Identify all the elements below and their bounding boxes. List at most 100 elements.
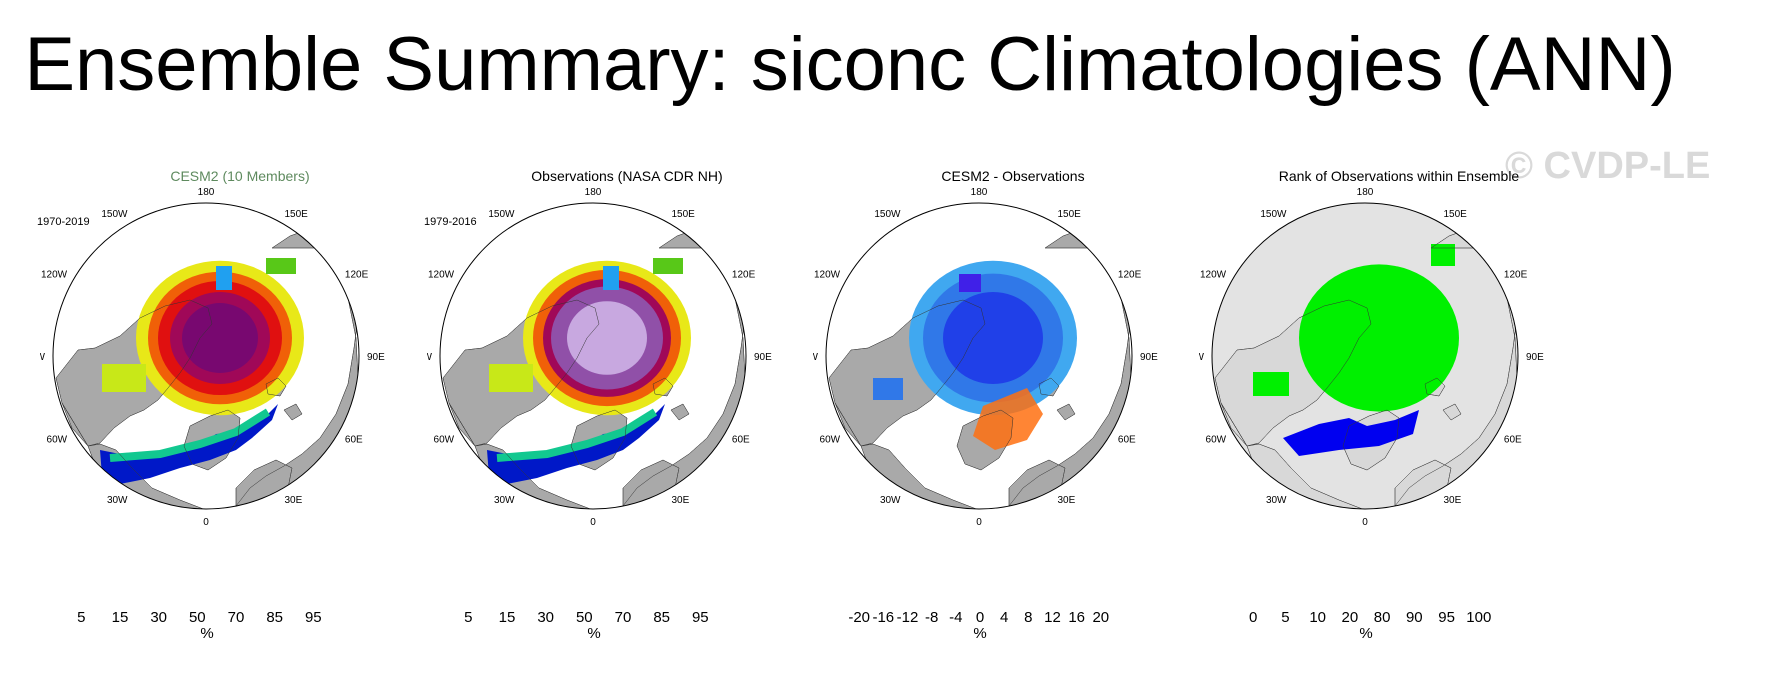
lon-label: 30E	[672, 495, 690, 506]
coast-line	[1214, 299, 1372, 447]
period-label: 1979-2016	[424, 216, 477, 228]
colorbar-tick-label: 20	[1092, 609, 1109, 626]
polar-map: 180 150E 120E 90E 60E 30E 0 30W 60W 90W 120W 150W	[813, 188, 1158, 528]
panel-observations: Observations (NASA CDR NH) 1979-2016 180…	[424, 168, 827, 658]
lon-label: 120E	[732, 270, 756, 281]
low-rank-region	[1283, 410, 1419, 456]
colorbar-tick-label: 85	[653, 609, 670, 626]
colorbar-tick-label: 8	[1024, 609, 1032, 626]
panel-title: CESM2 - Observations	[941, 168, 1085, 184]
colorbar-tick-label: 70	[228, 609, 245, 626]
sea-ice-field	[487, 258, 691, 484]
hudson-diff	[873, 378, 903, 400]
bering-diff	[959, 274, 981, 292]
lon-label: 60W	[434, 435, 455, 446]
colorbar-tick-label: 90	[1406, 609, 1423, 626]
sea-ice-field	[100, 258, 304, 484]
colorbar-tick-label: 20	[1342, 609, 1359, 626]
map-layer	[52, 202, 360, 510]
lon-label: 120W	[41, 270, 68, 281]
colorbar-units: %	[973, 625, 986, 642]
lon-label: 120E	[1118, 270, 1142, 281]
lon-label: 60E	[1504, 435, 1522, 446]
colorbar-tick-label: 50	[576, 609, 593, 626]
lon-label: 90W	[427, 352, 433, 363]
colorbar-tick-label: 10	[1309, 609, 1326, 626]
colorbar-tick-label: 5	[1281, 609, 1289, 626]
barents-diff	[973, 388, 1043, 450]
bering-ice	[216, 266, 232, 290]
lon-label: 30E	[285, 495, 303, 506]
colorbar-units: %	[1359, 625, 1372, 642]
bering-ice	[603, 266, 619, 290]
lon-label: 150W	[874, 209, 901, 220]
coast-line	[283, 403, 303, 421]
sea-ice-field	[873, 260, 1077, 450]
lon-label: 30W	[880, 495, 901, 506]
lon-label: 150E	[1444, 209, 1468, 220]
colorbar-tick-label: -4	[949, 609, 962, 626]
ice-contour	[943, 292, 1043, 384]
colorbar-tick-label: 70	[615, 609, 632, 626]
okhotsk-rank	[1431, 244, 1455, 266]
lon-label: 30W	[107, 495, 128, 506]
colorbar: 0 5 10 20 80 90 95 100%	[1249, 609, 1491, 642]
lon-label: 120W	[814, 270, 841, 281]
coast-line	[1056, 403, 1076, 421]
polar-map: 180 150E 120E 90E 60E 30E 0 30W 60W 90W 120W 150W	[427, 188, 772, 528]
coast-line	[1038, 377, 1060, 397]
lon-label: 90W	[1199, 352, 1205, 363]
colorbar-tick-label: 5	[77, 609, 85, 626]
colorbar-tick-label: -8	[925, 609, 938, 626]
lon-label: 0	[1362, 517, 1368, 528]
ice-contour	[1299, 264, 1459, 412]
map-layer	[1211, 202, 1519, 510]
hudson-bay-ice	[489, 364, 533, 392]
lon-label: 90W	[40, 352, 46, 363]
colorbar: 5 15 30 50 70 85 95%	[464, 609, 709, 642]
lon-label: 150W	[1260, 209, 1287, 220]
lon-label: 150E	[285, 209, 309, 220]
colorbar-tick-label: 30	[150, 609, 167, 626]
period-label: 1970-2019	[37, 216, 90, 228]
lon-label: 120E	[1504, 270, 1528, 281]
lon-label: 150E	[672, 209, 696, 220]
lon-label: 0	[203, 517, 209, 528]
lon-label: 60E	[732, 435, 750, 446]
coast-line	[1442, 403, 1462, 421]
coast-line	[570, 409, 628, 471]
lon-label: 90W	[813, 352, 819, 363]
lon-label: 30E	[1058, 495, 1076, 506]
panel-rank: Rank of Observations within Ensemble 180…	[1199, 168, 1599, 658]
lon-label: 0	[976, 517, 982, 528]
coast-line	[1342, 409, 1400, 471]
lon-label: 60W	[820, 435, 841, 446]
lon-label: 180	[971, 188, 988, 198]
colorbar-units: %	[200, 625, 213, 642]
lon-label: 60W	[1206, 435, 1227, 446]
colorbar-tick-label: 12	[1044, 609, 1061, 626]
lon-label: 150E	[1058, 209, 1082, 220]
coast-line	[1424, 377, 1446, 397]
colorbar-tick-label: 0	[1249, 609, 1257, 626]
coast-line	[956, 409, 1014, 471]
colorbar-tick-label: 15	[499, 609, 516, 626]
colorbar-tick-label: 4	[1000, 609, 1008, 626]
lon-label: 180	[1357, 188, 1374, 198]
colorbar-tick-label: 50	[189, 609, 206, 626]
colorbar-tick-label: -16	[872, 609, 894, 626]
ice-contour	[567, 301, 647, 375]
lon-label: 180	[198, 188, 215, 198]
sea-ice-field	[1253, 244, 1459, 456]
coast-line	[442, 299, 600, 447]
polar-map: 180 150E 120E 90E 60E 30E 0 30W 60W 90W 120W 150W	[40, 188, 385, 528]
panel-difference: CESM2 - Observations 180 150E 120E 90E 60E 30…	[813, 168, 1213, 658]
coast-line	[652, 377, 674, 397]
coast-line	[183, 409, 241, 471]
colorbar-tick-label: -12	[897, 609, 919, 626]
coast-line	[55, 299, 213, 447]
coast-line	[670, 403, 690, 421]
lon-label: 120E	[345, 270, 369, 281]
map-border	[1211, 202, 1519, 510]
colorbar-tick-label: 100	[1466, 609, 1491, 626]
